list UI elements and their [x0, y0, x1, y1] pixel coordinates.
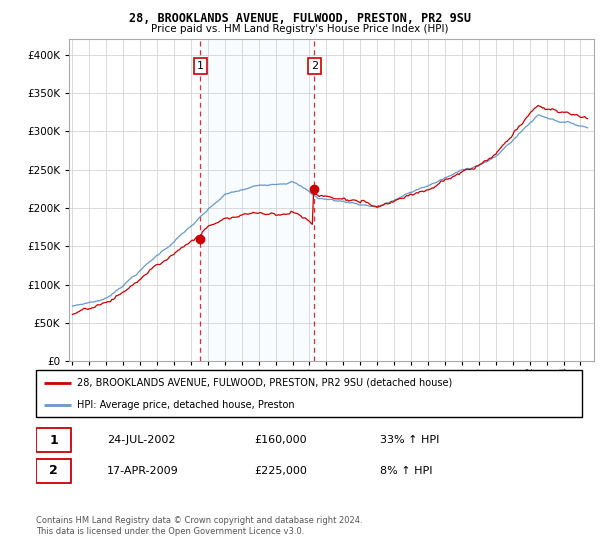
Text: 28, BROOKLANDS AVENUE, FULWOOD, PRESTON, PR2 9SU: 28, BROOKLANDS AVENUE, FULWOOD, PRESTON,…: [129, 12, 471, 25]
FancyBboxPatch shape: [36, 428, 71, 452]
Text: 1: 1: [49, 433, 58, 447]
Text: HPI: Average price, detached house, Preston: HPI: Average price, detached house, Pres…: [77, 400, 295, 410]
Text: 17-APR-2009: 17-APR-2009: [107, 466, 179, 476]
Text: 1: 1: [197, 61, 204, 71]
Bar: [200, 39, 314, 361]
Text: 2: 2: [311, 61, 318, 71]
Text: Price paid vs. HM Land Registry's House Price Index (HPI): Price paid vs. HM Land Registry's House …: [151, 24, 449, 34]
Text: 8% ↑ HPI: 8% ↑ HPI: [380, 466, 433, 476]
Text: Contains HM Land Registry data © Crown copyright and database right 2024.
This d: Contains HM Land Registry data © Crown c…: [36, 516, 362, 536]
Text: £225,000: £225,000: [254, 466, 307, 476]
Text: 28, BROOKLANDS AVENUE, FULWOOD, PRESTON, PR2 9SU (detached house): 28, BROOKLANDS AVENUE, FULWOOD, PRESTON,…: [77, 378, 452, 388]
FancyBboxPatch shape: [36, 370, 582, 417]
Text: £160,000: £160,000: [254, 435, 307, 445]
Text: 33% ↑ HPI: 33% ↑ HPI: [380, 435, 439, 445]
Text: 24-JUL-2002: 24-JUL-2002: [107, 435, 175, 445]
Text: 2: 2: [49, 464, 58, 478]
FancyBboxPatch shape: [36, 459, 71, 483]
